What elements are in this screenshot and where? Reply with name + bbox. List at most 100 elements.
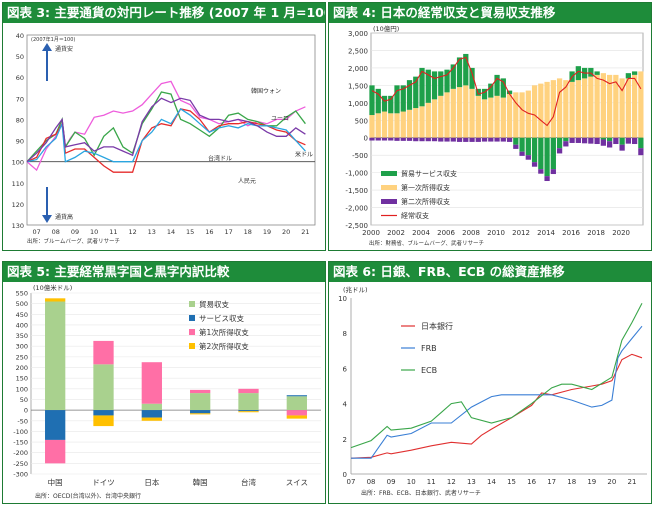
y-tick-label: 550 (16, 290, 28, 298)
chart-fx-rates: 40 50 60 70 80 90 100 110 120 130 07 08 09 10 11 12 13 14… (12, 32, 316, 245)
bar-segment (93, 410, 114, 416)
x-tick-label: 17 (547, 478, 556, 486)
bar-primary-income (638, 71, 644, 138)
bar-primary-income (488, 97, 494, 138)
category-label: 日本 (144, 477, 159, 487)
x-tick-label: 09 (71, 228, 79, 236)
bar-segment (286, 410, 307, 416)
bar-secondary-income (538, 169, 544, 174)
bar-primary-income (506, 94, 513, 138)
series-line-4 (26, 97, 306, 163)
bar-primary-income (431, 99, 438, 138)
series-line-2 (350, 303, 643, 449)
legend-label: 第1次所得収支 (199, 327, 249, 337)
bar-primary-income (456, 87, 463, 138)
bar-segment (141, 410, 162, 418)
bar-primary-income (513, 92, 519, 138)
bar-segment (141, 417, 162, 421)
bar-primary-income (588, 76, 594, 138)
bar-secondary-income (581, 137, 588, 144)
bar-trade-services (513, 137, 519, 145)
bar-primary-income (631, 74, 638, 138)
y-tick-label: -250 (13, 460, 28, 468)
bar-trade-services (369, 85, 375, 116)
x-tick-label: 17 (224, 228, 232, 236)
bar-secondary-income (500, 137, 506, 142)
x-tick-label: 13 (467, 478, 476, 486)
bar-primary-income (538, 83, 544, 138)
legend-swatch (381, 171, 397, 176)
bar-primary-income (525, 90, 531, 138)
current-account-line (371, 56, 642, 127)
legend-label: 第二次所得収支 (401, 197, 450, 206)
x-tick-label: 16 (205, 228, 213, 236)
series-line-0 (350, 353, 643, 459)
bar-secondary-income (456, 137, 463, 142)
label-twd: 台湾ドル (208, 155, 232, 163)
y-tick-label: 200 (16, 364, 28, 372)
y-tick-label: 350 (16, 332, 28, 340)
y-tick-label: 2,000 (348, 65, 368, 73)
bar-segment (190, 410, 211, 414)
y-tick-label: -100 (13, 428, 28, 436)
panel-title: 図表 4: 日本の経常収支と貿易収支推移 (329, 3, 651, 23)
bar-secondary-income (544, 176, 550, 182)
bar-segment (286, 415, 307, 419)
category-label: スイス (286, 478, 308, 487)
y-tick-label: 10 (338, 295, 347, 303)
chart-current-account: 3,000 2,500 2,000 1,500 1,000 500 0 -500 -1,000 -… (345, 24, 644, 247)
bar-primary-income (544, 81, 550, 138)
y-tick-label: 90 (16, 138, 24, 146)
label-krw: 韓国ウォン (251, 87, 281, 95)
x-tick-label: 07 (347, 478, 356, 486)
bar-segment (141, 403, 162, 411)
bar-trade-services (594, 71, 600, 75)
bar-primary-income (475, 95, 481, 138)
legend-label: 第一次所得収支 (401, 183, 450, 192)
bar-secondary-income (575, 137, 581, 143)
x-tick-label: 2006 (437, 229, 455, 237)
bar-secondary-income (619, 144, 625, 151)
x-tick-label: 2000 (362, 229, 380, 237)
bar-secondary-income (594, 137, 600, 145)
bar-trade-services (406, 80, 413, 110)
y-tick-label: 4 (343, 401, 348, 409)
bar-primary-income (569, 81, 575, 138)
legend-swatch (189, 315, 195, 321)
bar-trade-services (438, 71, 444, 96)
bar-primary-income (438, 95, 444, 138)
legend-label: 経常収支 (401, 211, 429, 220)
bar-primary-income (494, 95, 500, 138)
bar-primary-income (388, 113, 394, 138)
bar-segment (93, 340, 114, 365)
bar-secondary-income (600, 139, 606, 146)
y-tick-label: -2,500 (345, 222, 368, 230)
y-tick-label: 50 (20, 396, 28, 404)
label-eur: ユーロ (271, 116, 289, 123)
bar-secondary-income (431, 137, 438, 142)
x-tick-label: 18 (567, 478, 576, 486)
bar-primary-income (606, 74, 613, 138)
x-tick-label: 20 (607, 478, 616, 486)
bar-secondary-income (394, 137, 400, 141)
bar-secondary-income (369, 137, 375, 141)
unit-label: (兆ドル) (343, 285, 368, 294)
x-tick-label: 2008 (462, 229, 480, 237)
x-tick-label: 09 (387, 478, 396, 486)
bar-primary-income (550, 80, 556, 138)
bar-secondary-income (381, 137, 388, 141)
bar-trade-services (394, 85, 400, 114)
y-tick-label: -1,500 (345, 187, 368, 195)
bar-trade-services (631, 71, 638, 75)
bar-trade-services (525, 137, 531, 156)
bar-secondary-income (638, 148, 644, 156)
panel-central-bank-assets: 図表 6: 日銀、FRB、ECB の総資産推移 0 2 4 6 8 10 07 08 09 10 1… (328, 261, 652, 504)
legend-swatch (189, 329, 195, 335)
bar-primary-income (594, 74, 600, 138)
bar-trade-services (556, 137, 563, 149)
chart-central-bank-assets: 0 2 4 6 8 10 07 08 09 10 11 12 13 14 15 16 17 18 19 20 21 (兆ド… (338, 285, 647, 497)
bar-segment (238, 410, 259, 412)
bar-trade-services (506, 90, 513, 95)
source-note: 出所：財務省、ブルームバーグ、武者リサーチ (369, 239, 484, 247)
y-tick-label: 60 (16, 74, 24, 82)
